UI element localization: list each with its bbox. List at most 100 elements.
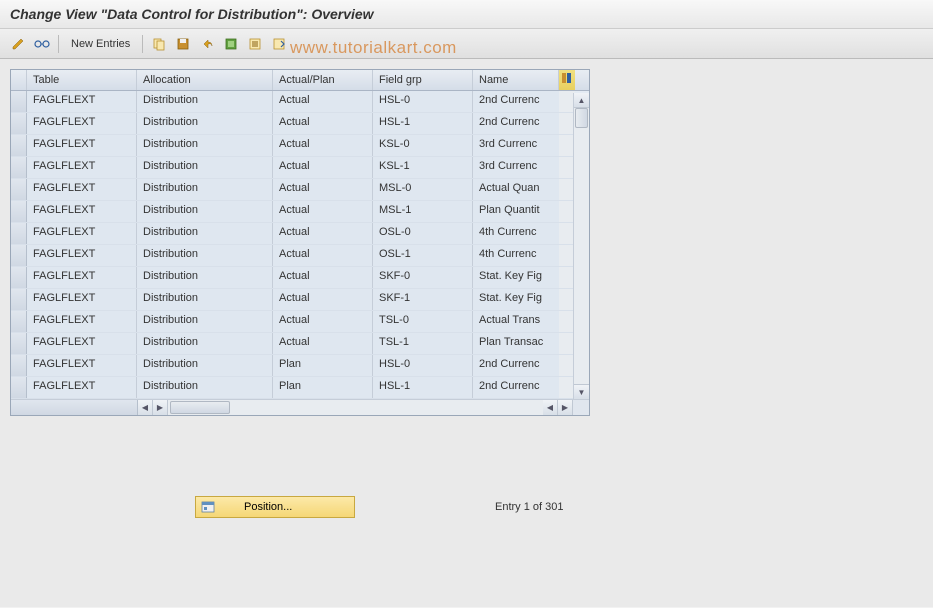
scroll-left-button[interactable]: ◀ xyxy=(138,400,153,415)
cell-allocation[interactable]: Distribution xyxy=(137,245,273,266)
undo-icon[interactable] xyxy=(197,34,217,54)
cell-allocation[interactable]: Distribution xyxy=(137,289,273,310)
cell-field-grp[interactable]: TSL-1 xyxy=(373,333,473,354)
copy-icon[interactable] xyxy=(149,34,169,54)
row-selector[interactable] xyxy=(11,377,27,398)
cell-actual-plan[interactable]: Actual xyxy=(273,135,373,156)
cell-table[interactable]: FAGLFLEXT xyxy=(27,267,137,288)
cell-field-grp[interactable]: SKF-1 xyxy=(373,289,473,310)
cell-actual-plan[interactable]: Actual xyxy=(273,179,373,200)
table-row[interactable]: FAGLFLEXTDistributionActualTSL-0Actual T… xyxy=(11,311,589,333)
cell-name[interactable]: 4th Currenc xyxy=(473,223,559,244)
cell-allocation[interactable]: Distribution xyxy=(137,91,273,112)
cell-allocation[interactable]: Distribution xyxy=(137,157,273,178)
table-row[interactable]: FAGLFLEXTDistributionActualSKF-1Stat. Ke… xyxy=(11,289,589,311)
cell-actual-plan[interactable]: Actual xyxy=(273,113,373,134)
table-settings-icon[interactable] xyxy=(559,70,575,90)
save-icon[interactable] xyxy=(173,34,193,54)
cell-name[interactable]: Plan Quantit xyxy=(473,201,559,222)
cell-actual-plan[interactable]: Actual xyxy=(273,157,373,178)
cell-field-grp[interactable]: HSL-0 xyxy=(373,355,473,376)
cell-table[interactable]: FAGLFLEXT xyxy=(27,157,137,178)
table-row[interactable]: FAGLFLEXTDistributionActualHSL-02nd Curr… xyxy=(11,91,589,113)
cell-allocation[interactable]: Distribution xyxy=(137,355,273,376)
row-selector[interactable] xyxy=(11,201,27,222)
cell-name[interactable]: Stat. Key Fig xyxy=(473,267,559,288)
cell-table[interactable]: FAGLFLEXT xyxy=(27,377,137,398)
cell-field-grp[interactable]: HSL-1 xyxy=(373,377,473,398)
row-selector[interactable] xyxy=(11,289,27,310)
vertical-scrollbar[interactable]: ▲ ▼ xyxy=(573,93,589,399)
scroll-right-button[interactable]: ▶ xyxy=(153,400,168,415)
row-selector[interactable] xyxy=(11,91,27,112)
vscroll-thumb[interactable] xyxy=(575,108,588,128)
cell-field-grp[interactable]: OSL-0 xyxy=(373,223,473,244)
cell-table[interactable]: FAGLFLEXT xyxy=(27,179,137,200)
cell-name[interactable]: 2nd Currenc xyxy=(473,355,559,376)
table-row[interactable]: FAGLFLEXTDistributionPlanHSL-12nd Curren… xyxy=(11,377,589,399)
cell-name[interactable]: 2nd Currenc xyxy=(473,377,559,398)
table-row[interactable]: FAGLFLEXTDistributionActualSKF-0Stat. Ke… xyxy=(11,267,589,289)
cell-table[interactable]: FAGLFLEXT xyxy=(27,311,137,332)
cell-name[interactable]: 3rd Currenc xyxy=(473,157,559,178)
cell-name[interactable]: Actual Quan xyxy=(473,179,559,200)
table-row[interactable]: FAGLFLEXTDistributionActualOSL-04th Curr… xyxy=(11,223,589,245)
cell-allocation[interactable]: Distribution xyxy=(137,201,273,222)
hscroll-thumb[interactable] xyxy=(170,401,230,414)
row-selector[interactable] xyxy=(11,157,27,178)
deselect-icon[interactable] xyxy=(245,34,265,54)
table-row[interactable]: FAGLFLEXTDistributionActualOSL-14th Curr… xyxy=(11,245,589,267)
table-row[interactable]: FAGLFLEXTDistributionActualMSL-0Actual Q… xyxy=(11,179,589,201)
table-row[interactable]: FAGLFLEXTDistributionActualHSL-12nd Curr… xyxy=(11,113,589,135)
position-button[interactable]: Position... xyxy=(195,496,355,518)
scroll-left-button-2[interactable]: ◀ xyxy=(543,400,558,415)
cell-table[interactable]: FAGLFLEXT xyxy=(27,245,137,266)
cell-actual-plan[interactable]: Actual xyxy=(273,311,373,332)
cell-actual-plan[interactable]: Actual xyxy=(273,267,373,288)
table-row[interactable]: FAGLFLEXTDistributionActualKSL-13rd Curr… xyxy=(11,157,589,179)
glasses-icon[interactable] xyxy=(32,34,52,54)
cell-allocation[interactable]: Distribution xyxy=(137,223,273,244)
cell-actual-plan[interactable]: Actual xyxy=(273,223,373,244)
row-selector[interactable] xyxy=(11,355,27,376)
row-selector[interactable] xyxy=(11,333,27,354)
scroll-down-button[interactable]: ▼ xyxy=(574,384,589,399)
cell-allocation[interactable]: Distribution xyxy=(137,113,273,134)
column-header-table[interactable]: Table xyxy=(27,70,137,90)
row-selector[interactable] xyxy=(11,267,27,288)
cell-allocation[interactable]: Distribution xyxy=(137,267,273,288)
row-selector[interactable] xyxy=(11,113,27,134)
new-entries-button[interactable]: New Entries xyxy=(65,36,136,52)
cell-table[interactable]: FAGLFLEXT xyxy=(27,201,137,222)
cell-field-grp[interactable]: KSL-0 xyxy=(373,135,473,156)
cell-name[interactable]: Stat. Key Fig xyxy=(473,289,559,310)
vscroll-track[interactable] xyxy=(574,108,589,384)
table-row[interactable]: FAGLFLEXTDistributionActualMSL-1Plan Qua… xyxy=(11,201,589,223)
cell-actual-plan[interactable]: Actual xyxy=(273,201,373,222)
cell-table[interactable]: FAGLFLEXT xyxy=(27,113,137,134)
cell-name[interactable]: 2nd Currenc xyxy=(473,113,559,134)
cell-allocation[interactable]: Distribution xyxy=(137,179,273,200)
cell-table[interactable]: FAGLFLEXT xyxy=(27,289,137,310)
cell-table[interactable]: FAGLFLEXT xyxy=(27,333,137,354)
row-selector[interactable] xyxy=(11,311,27,332)
column-header-name[interactable]: Name xyxy=(473,70,559,90)
scroll-right-button-2[interactable]: ▶ xyxy=(558,400,573,415)
cell-field-grp[interactable]: TSL-0 xyxy=(373,311,473,332)
table-row[interactable]: FAGLFLEXTDistributionPlanHSL-02nd Curren… xyxy=(11,355,589,377)
delimit-icon[interactable] xyxy=(269,34,289,54)
cell-allocation[interactable]: Distribution xyxy=(137,135,273,156)
cell-allocation[interactable]: Distribution xyxy=(137,377,273,398)
cell-actual-plan[interactable]: Actual xyxy=(273,333,373,354)
cell-actual-plan[interactable]: Actual xyxy=(273,245,373,266)
row-selector[interactable] xyxy=(11,179,27,200)
cell-name[interactable]: 3rd Currenc xyxy=(473,135,559,156)
cell-table[interactable]: FAGLFLEXT xyxy=(27,91,137,112)
cell-field-grp[interactable]: SKF-0 xyxy=(373,267,473,288)
row-selector[interactable] xyxy=(11,245,27,266)
cell-field-grp[interactable]: MSL-1 xyxy=(373,201,473,222)
scroll-up-button[interactable]: ▲ xyxy=(574,93,589,108)
cell-actual-plan[interactable]: Plan xyxy=(273,377,373,398)
column-header-actual-plan[interactable]: Actual/Plan xyxy=(273,70,373,90)
cell-name[interactable]: Plan Transac xyxy=(473,333,559,354)
